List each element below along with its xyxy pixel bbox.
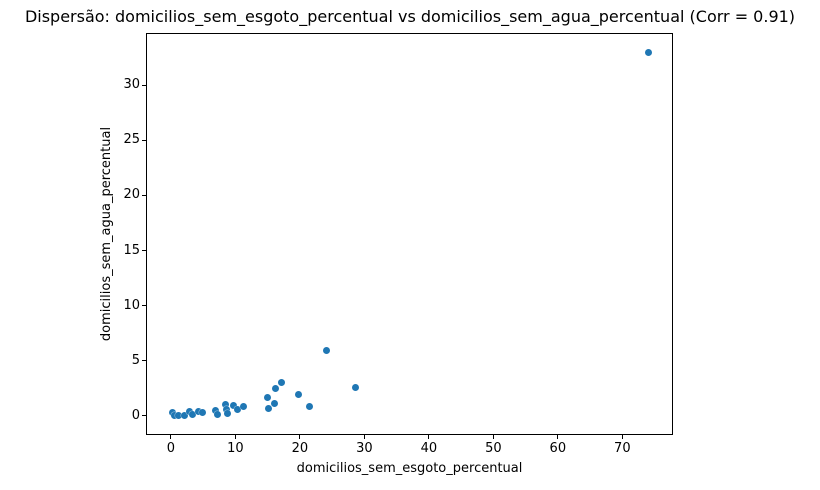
y-tick-mark xyxy=(142,84,146,86)
y-tick-mark xyxy=(142,360,146,362)
y-tick-label: 10 xyxy=(123,297,140,313)
data-point xyxy=(175,412,183,420)
data-point xyxy=(270,400,278,408)
data-point xyxy=(229,402,237,410)
x-tick-mark xyxy=(299,435,301,439)
x-axis-label: domicilios_sem_esgoto_percentual xyxy=(296,461,523,476)
x-tick-mark xyxy=(492,435,494,439)
y-tick-mark xyxy=(142,194,146,196)
x-tick-mark xyxy=(428,435,430,439)
x-tick-label: 30 xyxy=(356,441,373,456)
data-point xyxy=(323,347,331,355)
plot-area: 0 10 20 30 40 50 60 70 0 5 10 15 20 25 30 xyxy=(123,33,673,456)
data-point xyxy=(222,401,230,409)
data-point xyxy=(189,411,197,419)
data-point xyxy=(222,405,230,413)
data-point xyxy=(240,402,248,410)
x-tick-mark xyxy=(621,435,623,439)
x-tick-label: 20 xyxy=(291,441,309,456)
data-point xyxy=(211,407,219,415)
x-tick-mark xyxy=(234,435,236,439)
y-tick-mark xyxy=(142,415,146,417)
y-tick-label: 15 xyxy=(123,242,140,258)
x-tick-label: 10 xyxy=(227,441,244,456)
data-point xyxy=(180,411,188,419)
data-point xyxy=(198,409,206,416)
y-tick-label: 25 xyxy=(123,132,140,148)
data-point xyxy=(214,411,222,419)
y-tick-label: 5 xyxy=(131,352,140,368)
data-point xyxy=(272,384,280,392)
chart-title: Dispersão: domicilios_sem_esgoto_percent… xyxy=(24,7,796,26)
x-tick-mark xyxy=(557,435,559,439)
x-tick-label: 40 xyxy=(420,441,438,456)
x-tick-label: 70 xyxy=(614,441,631,456)
x-tick-mark xyxy=(170,435,172,439)
data-point xyxy=(644,48,652,56)
data-point xyxy=(306,402,314,410)
data-point xyxy=(352,384,360,392)
y-axis-label: domicilios_sem_agua_percentual xyxy=(99,126,114,342)
data-point xyxy=(295,391,303,399)
data-point xyxy=(278,379,286,387)
x-tick-label: 0 xyxy=(166,441,175,456)
y-tick-mark xyxy=(142,250,146,252)
data-point xyxy=(264,394,272,402)
y-tick-mark xyxy=(142,305,146,307)
data-point xyxy=(224,410,232,418)
y-tick-label: 30 xyxy=(123,77,140,93)
data-point xyxy=(170,411,178,419)
data-point xyxy=(195,407,203,415)
data-point xyxy=(233,405,241,413)
y-tick-label: 0 xyxy=(131,407,140,423)
x-tick-label: 50 xyxy=(485,441,502,456)
y-tick-label: 20 xyxy=(123,187,140,203)
data-point xyxy=(264,405,272,413)
x-tick-label: 60 xyxy=(549,441,567,456)
x-tick-mark xyxy=(363,435,365,439)
y-tick-mark xyxy=(142,139,146,141)
